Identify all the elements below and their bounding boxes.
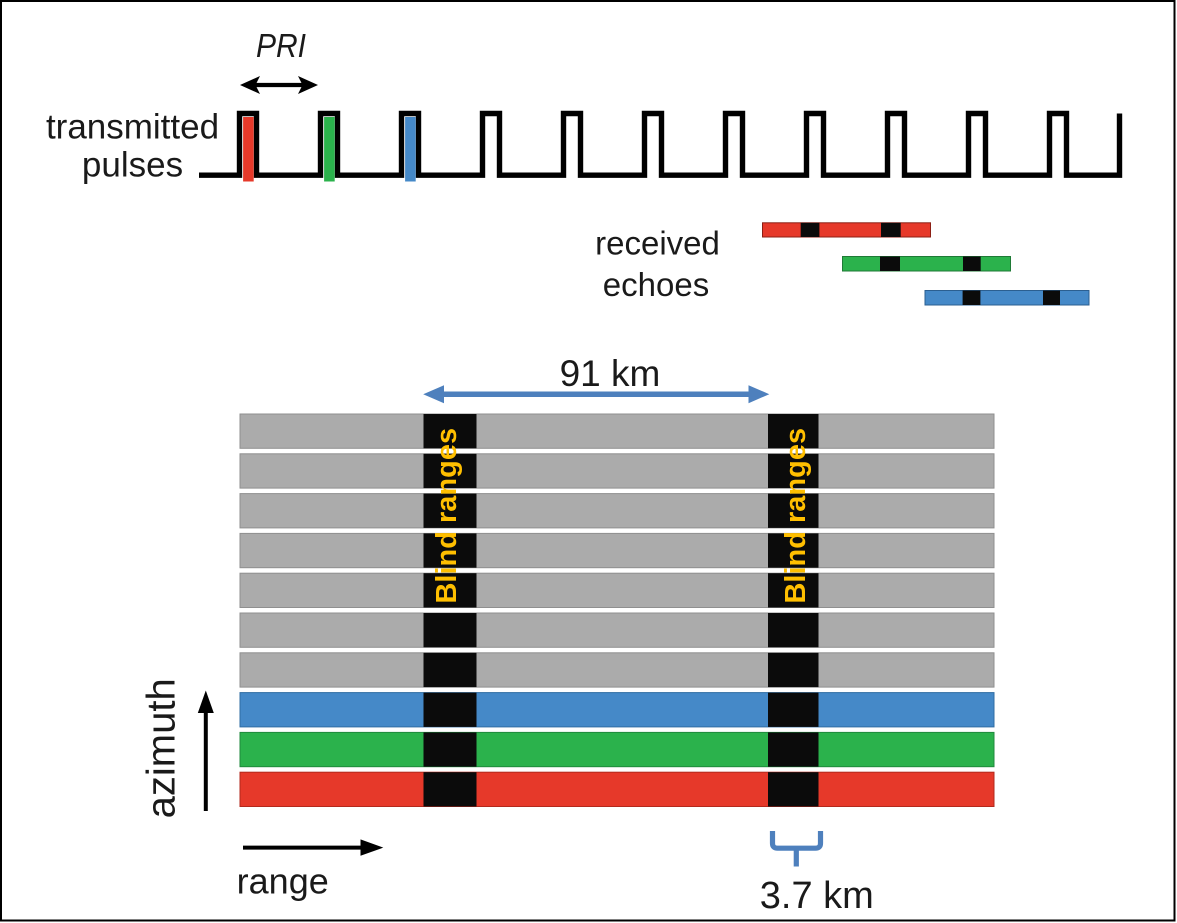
svg-text:received: received	[595, 225, 720, 262]
svg-text:91 km: 91 km	[560, 353, 661, 394]
svg-text:echoes: echoes	[603, 266, 709, 303]
svg-text:PRI: PRI	[256, 27, 306, 64]
svg-text:azimuth: azimuth	[140, 678, 184, 818]
svg-text:transmitted: transmitted	[46, 108, 219, 147]
svg-text:Blind ranges: Blind ranges	[780, 428, 812, 604]
svg-text:range: range	[237, 861, 329, 902]
svg-text:Blind ranges: Blind ranges	[431, 428, 463, 604]
svg-text:3.7 km: 3.7 km	[760, 875, 874, 917]
svg-text:pulses: pulses	[82, 146, 183, 185]
